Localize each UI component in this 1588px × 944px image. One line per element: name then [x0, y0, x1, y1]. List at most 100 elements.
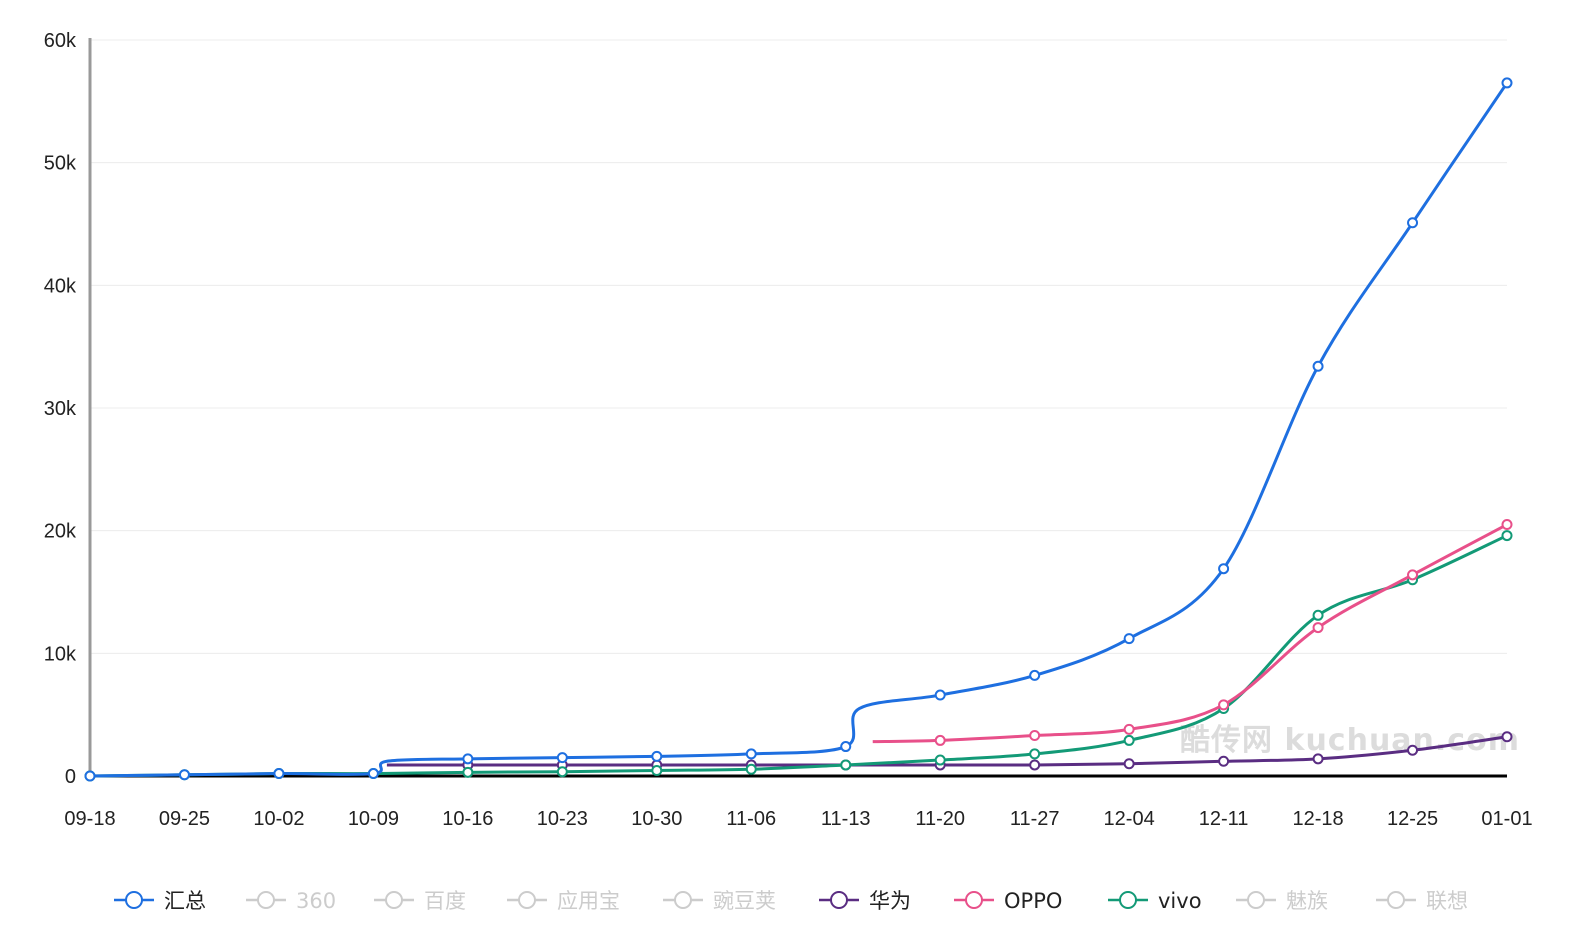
legend-marker-icon [965, 891, 983, 909]
data-point[interactable] [1123, 734, 1135, 746]
legend-label: 应用宝 [557, 889, 620, 913]
data-point[interactable] [1407, 744, 1419, 756]
data-point[interactable] [556, 766, 568, 778]
legend[interactable]: 汇总 360 百度 应用宝 豌豆荚 华为 OPPO vivo 魅族 联想 [114, 889, 1468, 913]
legend-label: 豌豆荚 [713, 889, 776, 913]
legend-item-汇总[interactable]: 汇总 [114, 889, 206, 913]
series-line [872, 523, 1508, 744]
legend-marker-icon [385, 891, 403, 909]
legend-label: 联想 [1426, 889, 1468, 913]
data-point[interactable] [840, 741, 852, 753]
data-point[interactable] [745, 748, 757, 760]
y-tick-label: 30k [44, 398, 77, 420]
data-point[interactable] [651, 764, 663, 776]
y-tick-label: 20k [44, 521, 77, 543]
legend-label: 百度 [424, 889, 466, 913]
legend-label: vivo [1158, 889, 1202, 913]
y-tick-label: 60k [44, 30, 77, 52]
data-point[interactable] [1218, 699, 1230, 711]
x-tick-label: 12-04 [1104, 808, 1155, 830]
data-point[interactable] [462, 753, 474, 765]
legend-label: 360 [296, 889, 336, 913]
legend-item-豌豆荚[interactable]: 豌豆荚 [663, 889, 776, 913]
y-tick-label: 10k [44, 643, 77, 665]
data-point[interactable] [1501, 530, 1513, 542]
legend-marker-icon [830, 891, 848, 909]
data-point[interactable] [1312, 753, 1324, 765]
x-tick-label: 10-09 [348, 808, 399, 830]
data-point[interactable] [1029, 730, 1041, 742]
series-OPPO [872, 519, 1513, 746]
x-tick-label: 01-01 [1481, 808, 1532, 830]
data-point[interactable] [1123, 723, 1135, 735]
data-point[interactable] [178, 769, 190, 781]
data-point[interactable] [840, 759, 852, 771]
series-汇总 [84, 77, 1513, 782]
data-point[interactable] [1312, 609, 1324, 621]
data-point[interactable] [1312, 360, 1324, 372]
data-point[interactable] [1123, 633, 1135, 645]
data-point[interactable] [1029, 669, 1041, 681]
legend-label: 华为 [869, 889, 911, 913]
data-point[interactable] [367, 768, 379, 780]
x-tick-label: 09-25 [159, 808, 210, 830]
data-point[interactable] [1218, 563, 1230, 575]
legend-marker-icon [125, 891, 143, 909]
data-point[interactable] [84, 770, 96, 782]
data-point[interactable] [934, 754, 946, 766]
legend-label: OPPO [1004, 889, 1062, 913]
legend-marker-icon [1387, 891, 1405, 909]
data-point[interactable] [1029, 759, 1041, 771]
x-tick-label: 10-30 [631, 808, 682, 830]
legend-marker-icon [518, 891, 536, 909]
legend-item-360[interactable]: 360 [246, 889, 336, 913]
data-point[interactable] [273, 768, 285, 780]
data-point[interactable] [1029, 748, 1041, 760]
series-line [89, 82, 1509, 778]
data-point[interactable] [1407, 217, 1419, 229]
grid-lines [90, 39, 1507, 654]
x-tick-label: 10-16 [442, 808, 493, 830]
x-tick-label: 12-18 [1292, 808, 1343, 830]
data-point[interactable] [1501, 77, 1513, 89]
legend-item-OPPO[interactable]: OPPO [954, 889, 1062, 913]
x-tick-label: 11-06 [726, 808, 776, 830]
x-tick-label: 12-11 [1199, 808, 1249, 830]
x-tick-label: 10-23 [537, 808, 588, 830]
data-point[interactable] [462, 766, 474, 778]
data-point[interactable] [651, 750, 663, 762]
legend-marker-icon [1119, 891, 1137, 909]
series-lines [84, 77, 1513, 782]
data-point[interactable] [1407, 569, 1419, 581]
x-tick-label: 11-13 [821, 808, 871, 830]
x-axis: 09-18 09-25 10-02 10-09 10-16 10-23 10-30 11-06… [64, 774, 1533, 830]
data-point[interactable] [1123, 758, 1135, 770]
legend-item-vivo[interactable]: vivo [1108, 889, 1202, 913]
data-point[interactable] [745, 763, 757, 775]
watermark: 酷传网 kuchuan.com [1180, 723, 1520, 758]
data-point[interactable] [1312, 622, 1324, 634]
data-point[interactable] [556, 752, 568, 764]
x-tick-label: 10-02 [253, 808, 304, 830]
x-tick-label: 11-27 [1010, 808, 1060, 830]
data-point[interactable] [934, 689, 946, 701]
legend-marker-icon [1247, 891, 1265, 909]
legend-item-百度[interactable]: 百度 [374, 889, 466, 913]
legend-item-联想[interactable]: 联想 [1376, 889, 1468, 913]
data-point[interactable] [1218, 755, 1230, 767]
y-tick-label: 0 [65, 766, 76, 788]
x-tick-label: 09-18 [64, 808, 115, 830]
x-tick-label: 12-25 [1387, 808, 1438, 830]
y-tick-label: 40k [44, 275, 77, 297]
legend-item-应用宝[interactable]: 应用宝 [507, 889, 620, 913]
legend-item-魅族[interactable]: 魅族 [1236, 889, 1328, 913]
legend-label: 魅族 [1286, 889, 1328, 913]
data-point[interactable] [1501, 519, 1513, 531]
data-point[interactable] [1501, 731, 1513, 743]
x-tick-label: 11-20 [915, 808, 965, 830]
data-point[interactable] [934, 734, 946, 746]
y-tick-label: 50k [44, 153, 77, 175]
legend-item-华为[interactable]: 华为 [819, 889, 911, 913]
